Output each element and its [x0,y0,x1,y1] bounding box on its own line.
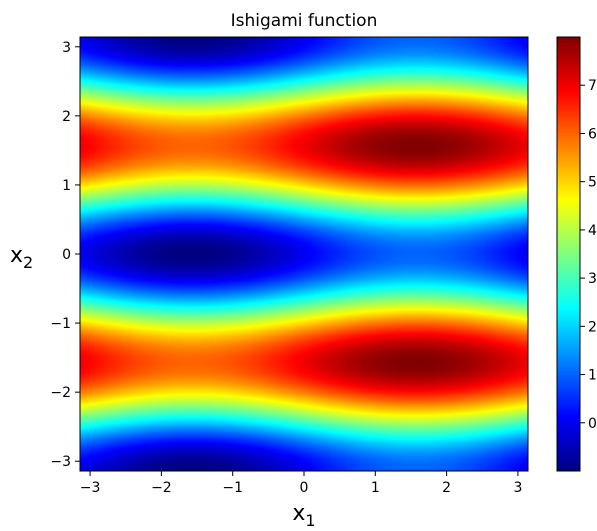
colorbar-tick-label: 3 [588,271,597,287]
colorbar-tick-label: 1 [588,368,597,384]
x-tick-label: 1 [371,480,380,496]
colorbar-tick-label: 2 [588,319,597,335]
colorbar-tick-label: 4 [588,223,597,239]
y-tick-label: 2 [62,109,71,125]
x-tick-label: 3 [513,480,522,496]
x-tick-label: 0 [300,480,309,496]
colorbar-ticks: 0 1 2 3 4 5 6 7 [580,78,597,432]
y-tick-label: 0 [62,247,71,263]
y-tick-label: −2 [50,385,71,401]
heatmap [80,37,528,471]
colorbar-frame [556,36,581,472]
x-tick-label: −1 [222,480,243,496]
chart-title: Ishigami function [231,11,378,31]
y-tick-label: 3 [62,40,71,56]
y-tick-label: −3 [50,454,71,470]
x-tick-label: 2 [442,480,451,496]
y-axis-ticks: 3 2 1 0 −1 −2 −3 [50,40,80,470]
x-tick-label: −3 [80,480,101,496]
x-axis-ticks: −3 −2 −1 0 1 2 3 [80,471,522,496]
y-axis-label: x2 [10,243,33,272]
y-tick-label: −1 [50,316,71,332]
colorbar [557,37,580,471]
x-tick-label: −2 [151,480,172,496]
colorbar-tick-label: 5 [588,175,597,191]
colorbar-tick-label: 0 [588,416,597,432]
colorbar-tick-label: 6 [588,126,597,142]
colorbar-tick-label: 7 [588,78,597,94]
x-axis-label: x1 [292,501,315,530]
y-tick-label: 1 [62,178,71,194]
